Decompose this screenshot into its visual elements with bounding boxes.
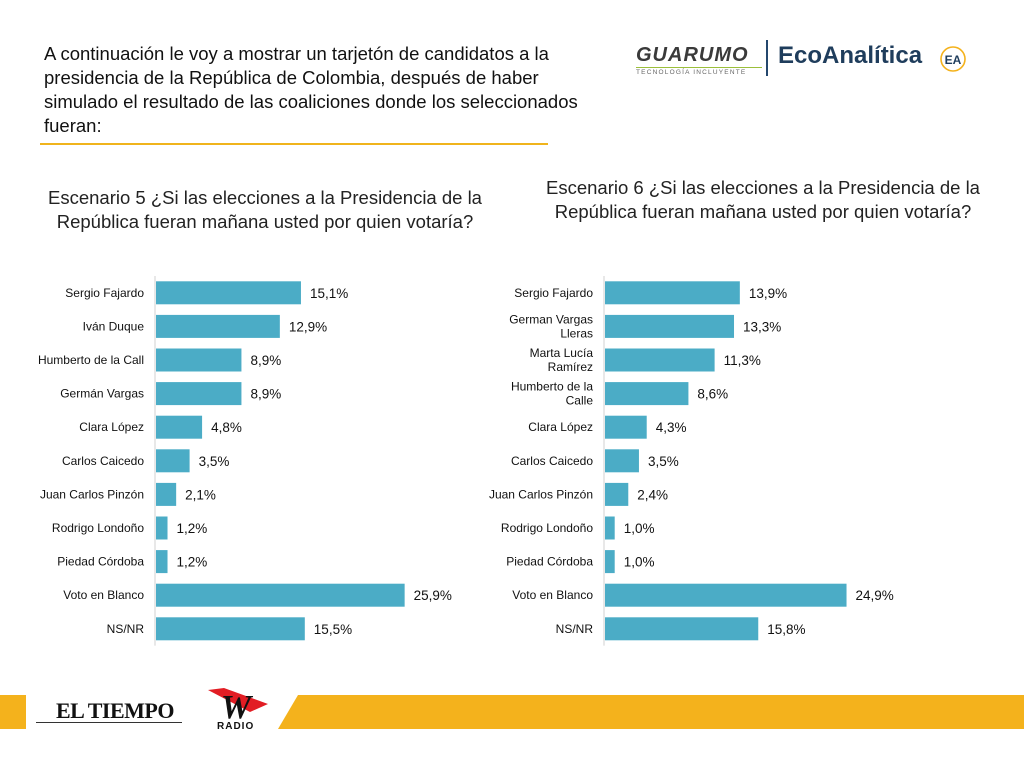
chart2-data-label: 8,6% — [697, 387, 728, 402]
chart2-category-label: Piedad Córdoba — [506, 555, 593, 569]
wradio-label: RADIO — [217, 721, 255, 732]
chart1-data-label: 15,1% — [310, 286, 348, 301]
wradio-logo-icon: W — [208, 688, 268, 726]
chart1-data-label: 1,2% — [177, 555, 208, 570]
chart1-bar — [156, 415, 203, 439]
chart2-data-label: 1,0% — [624, 555, 655, 570]
chart1-bar — [156, 348, 242, 372]
chart1-data-label: 8,9% — [250, 387, 281, 402]
chart2-bar — [605, 617, 759, 641]
chart2-category-label: Carlos Caicedo — [511, 454, 593, 468]
chart1-bar — [156, 617, 305, 641]
guarumo-wordmark: GUARUMO — [636, 44, 749, 66]
chart2-data-label: 13,3% — [743, 319, 781, 334]
chart1-category-label: Sergio Fajardo — [65, 286, 144, 300]
ecoanalitica-mark-text: EA — [945, 53, 962, 67]
chart2-category-label: Rodrigo Londoño — [501, 521, 593, 535]
chart1-category-label: Humberto de la Call — [38, 353, 144, 367]
chart2-category-label: German Vargas Lleras — [509, 312, 593, 340]
chart2-data-label: 2,4% — [637, 487, 668, 502]
chart2-bar — [605, 348, 715, 372]
chart2-data-label: 1,0% — [624, 521, 655, 536]
logo-divider — [766, 40, 768, 76]
chart1-category-label: Iván Duque — [83, 319, 145, 333]
chart1-bar — [156, 382, 242, 406]
chart1-bar — [156, 281, 301, 305]
chart1-data-label: 3,5% — [199, 454, 230, 469]
chart1-bar — [156, 314, 280, 338]
chart1-data-label: 1,2% — [177, 521, 208, 536]
chart1-data-label: 2,1% — [185, 487, 216, 502]
chart1-category-label: NS/NR — [107, 622, 145, 636]
chart2-data-label: 3,5% — [648, 454, 679, 469]
chart1-data-label: 8,9% — [250, 353, 281, 368]
footer-band — [278, 695, 1024, 729]
chart1-title: Escenario 5 ¿Si las elecciones a la Pres… — [48, 187, 482, 232]
chart1-bar — [156, 482, 177, 506]
intro-underline — [40, 143, 548, 145]
chart2-category-label: Sergio Fajardo — [514, 286, 593, 300]
chart1-category-label: Germán Vargas — [60, 387, 144, 401]
chart1-bar — [156, 583, 405, 607]
chart1-category-label: Carlos Caicedo — [62, 454, 144, 468]
chart2-data-label: 4,3% — [656, 420, 687, 435]
chart1-category-label: Rodrigo Londoño — [52, 521, 144, 535]
chart2-bar — [605, 382, 689, 406]
chart1-category-label: Juan Carlos Pinzón — [40, 487, 144, 501]
wradio-mark: W — [221, 689, 254, 726]
chart2-bar — [605, 415, 647, 439]
chart1-bar — [156, 516, 168, 540]
chart1-data-label: 25,9% — [414, 588, 452, 603]
guarumo-logo: GUARUMO TECNOLOGÍA INCLUYENTE — [636, 44, 762, 76]
chart2-category-label: Clara López — [528, 420, 593, 434]
chart2-data-label: 15,8% — [767, 622, 805, 637]
chart2-bar — [605, 482, 629, 506]
chart2-data-label: 11,3% — [724, 353, 761, 368]
chart2-category-label: Juan Carlos Pinzón — [489, 487, 593, 501]
eltiempo-underline — [36, 722, 182, 723]
chart2-bar — [605, 583, 847, 607]
chart2-data-label: 24,9% — [856, 588, 894, 603]
eltiempo-logo: EL TIEMPO — [56, 698, 174, 723]
footer-accent-left — [0, 695, 26, 729]
chart1-category-label: Clara López — [79, 420, 144, 434]
chart2-category-label: Humberto de la Calle — [511, 380, 593, 408]
ecoanalitica-mark-icon: EA — [940, 46, 966, 72]
chart2-bar — [605, 516, 615, 540]
chart2-bar — [605, 449, 639, 473]
chart2-bar — [605, 281, 740, 305]
chart2-data-label: 13,9% — [749, 286, 787, 301]
chart1-bar — [156, 449, 190, 473]
chart1-category-label: Piedad Córdoba — [57, 555, 144, 569]
chart2-category-label: Voto en Blanco — [512, 588, 593, 602]
chart2-title: Escenario 6 ¿Si las elecciones a la Pres… — [546, 177, 980, 222]
bar-charts: 15,1% Sergio Fajardo 12,9% Iván Duque 8,9% Hu… — [38, 276, 894, 646]
chart1-data-label: 4,8% — [211, 420, 242, 435]
ecoanalitica-logo: EcoAnalítica — [778, 42, 923, 69]
chart2-bar — [605, 314, 735, 338]
chart1-category-label: Voto en Blanco — [63, 588, 144, 602]
chart1-data-label: 12,9% — [289, 319, 327, 334]
chart1-data-label: 15,5% — [314, 622, 352, 637]
intro-text: A continuación le voy a mostrar un tarje… — [44, 43, 578, 136]
chart2-bar — [605, 550, 615, 574]
guarumo-tagline: TECNOLOGÍA INCLUYENTE — [636, 67, 762, 76]
chart2-category-label: Marta Lucía Ramírez — [530, 346, 594, 374]
chart1-bar — [156, 550, 168, 574]
chart2-category-label: NS/NR — [556, 622, 594, 636]
